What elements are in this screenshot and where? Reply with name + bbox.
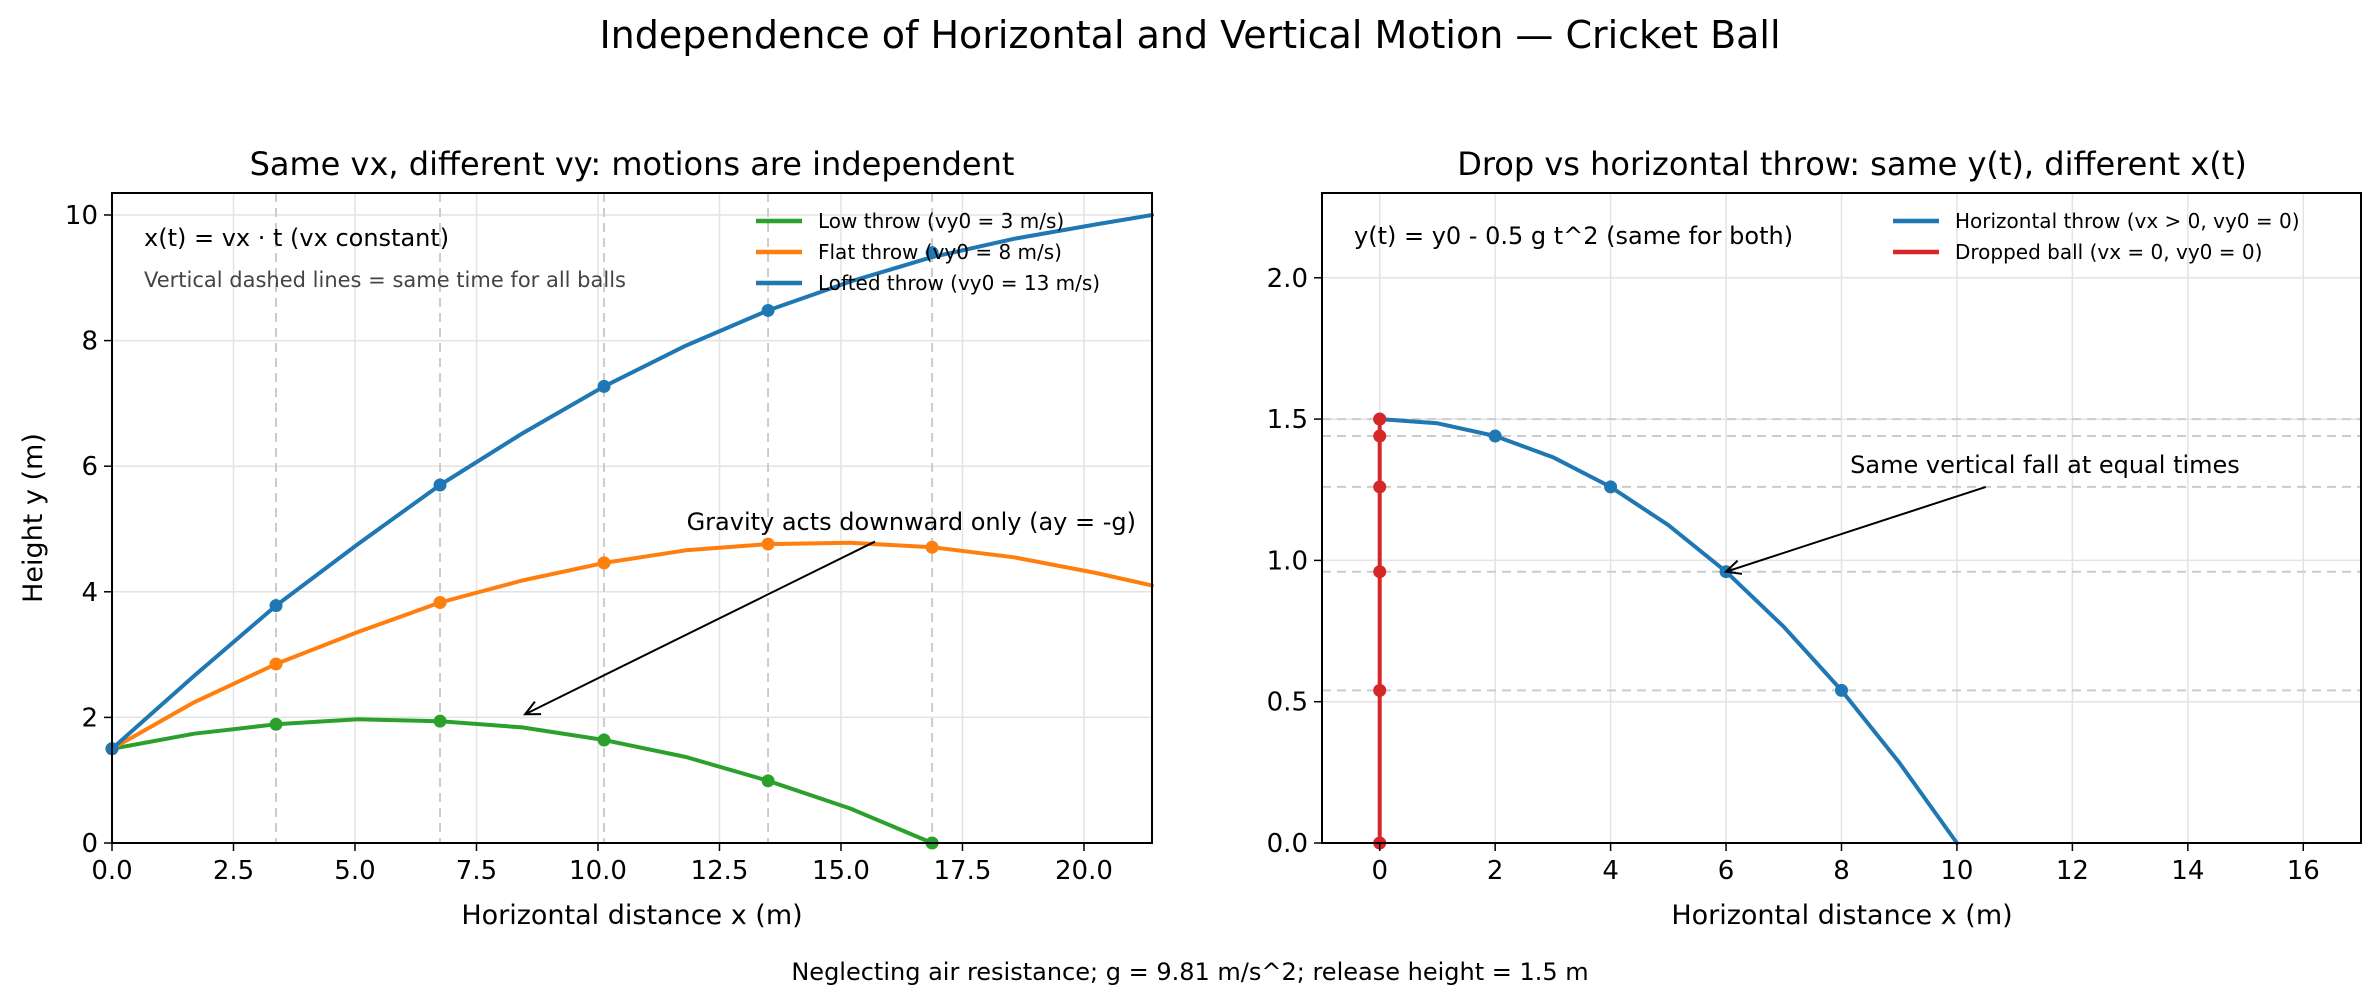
series-marker-1 bbox=[1373, 412, 1387, 426]
series-marker-1 bbox=[1373, 683, 1387, 697]
series-marker-0 bbox=[433, 714, 447, 728]
left-chart-ylabel: Height y (m) bbox=[18, 433, 49, 603]
figure-footer: Neglecting air resistance; g = 9.81 m/s^… bbox=[791, 958, 1588, 986]
y-tick-label: 2 bbox=[81, 703, 98, 733]
x-tick-label: 7.5 bbox=[456, 856, 497, 886]
series-marker-1 bbox=[269, 657, 283, 671]
x-tick-label: 2.5 bbox=[213, 856, 254, 886]
figure-suptitle: Independence of Horizontal and Vertical … bbox=[599, 13, 1780, 57]
legend-label: Flat throw (vy0 = 8 m/s) bbox=[818, 240, 1062, 264]
left-chart-guide-note: Vertical dashed lines = same time for al… bbox=[144, 268, 626, 292]
x-tick-label: 2 bbox=[1487, 856, 1504, 886]
right-chart-panel: Drop vs horizontal throw: same y(t), dif… bbox=[1267, 145, 2362, 931]
series-marker-0 bbox=[1488, 429, 1502, 443]
left-chart-formula: x(t) = vx · t (vx constant) bbox=[144, 224, 449, 252]
left-chart-gravity-arrow bbox=[524, 540, 876, 716]
x-tick-label: 5.0 bbox=[334, 856, 375, 886]
y-tick-label: 0.5 bbox=[1267, 688, 1308, 718]
series-marker-0 bbox=[1835, 683, 1848, 697]
series-marker-2 bbox=[269, 599, 283, 613]
x-tick-label: 10.0 bbox=[569, 856, 627, 886]
x-tick-label: 20.0 bbox=[1055, 856, 1113, 886]
y-tick-label: 6 bbox=[81, 452, 98, 482]
left-chart-title: Same vx, different vy: motions are indep… bbox=[250, 145, 1015, 183]
x-tick-label: 14 bbox=[2171, 856, 2204, 886]
y-tick-label: 2.0 bbox=[1267, 264, 1308, 294]
series-marker-2 bbox=[433, 478, 447, 492]
x-tick-label: 8 bbox=[1833, 856, 1850, 886]
y-tick-label: 4 bbox=[81, 578, 98, 608]
right-chart-xlabel: Horizontal distance x (m) bbox=[1671, 900, 2012, 931]
legend-label: Low throw (vy0 = 3 m/s) bbox=[818, 209, 1064, 233]
y-tick-label: 8 bbox=[81, 327, 98, 357]
right-chart-fall-arrow bbox=[1725, 485, 1987, 573]
right-chart-legend: Horizontal throw (vx > 0, vy0 = 0) Droppe… bbox=[1893, 209, 2300, 264]
series-line-0 bbox=[110, 717, 935, 845]
y-tick-label: 1.0 bbox=[1267, 546, 1308, 576]
left-chart-ticks: 0.0 2.5 5.0 7.5 10.0 12.5 15.0 17.5 20.0 0 2 4 6 8 10 bbox=[65, 201, 1113, 886]
series-marker-0 bbox=[269, 717, 283, 731]
series-line-1 bbox=[110, 540, 1154, 751]
left-chart-gravity-arrowhead bbox=[523, 701, 542, 716]
legend-label: Horizontal throw (vx > 0, vy0 = 0) bbox=[1955, 209, 2300, 233]
left-chart-legend: Low throw (vy0 = 3 m/s) Flat throw (vy0 =… bbox=[756, 209, 1100, 295]
y-tick-label: 0 bbox=[81, 829, 98, 859]
x-tick-label: 4 bbox=[1602, 856, 1619, 886]
series-marker-2 bbox=[761, 303, 775, 317]
series-marker-1 bbox=[761, 537, 775, 551]
series-marker-0 bbox=[761, 774, 775, 788]
legend-label: Lofted throw (vy0 = 13 m/s) bbox=[818, 271, 1100, 295]
series-line-0 bbox=[1377, 417, 1959, 845]
x-tick-label: 15.0 bbox=[812, 856, 870, 886]
y-tick-label: 0.0 bbox=[1267, 829, 1308, 859]
x-tick-label: 0.0 bbox=[91, 856, 132, 886]
series-marker-1 bbox=[1373, 480, 1387, 494]
series-marker-1 bbox=[1373, 429, 1387, 443]
series-marker-0 bbox=[1604, 480, 1618, 494]
series-marker-1 bbox=[597, 556, 611, 570]
x-tick-label: 6 bbox=[1718, 856, 1735, 886]
right-chart-frame bbox=[1321, 192, 2362, 844]
x-tick-label: 16 bbox=[2287, 856, 2320, 886]
right-chart-formula: y(t) = y0 - 0.5 g t^2 (same for both) bbox=[1354, 222, 1793, 250]
series-marker-0 bbox=[597, 733, 611, 747]
right-chart-grid bbox=[1322, 193, 2361, 844]
series-line-2 bbox=[110, 213, 1154, 751]
series-marker-1 bbox=[1373, 565, 1387, 579]
legend-label: Dropped ball (vx = 0, vy0 = 0) bbox=[1955, 240, 2262, 264]
right-chart-fall-arrowhead bbox=[1723, 559, 1743, 575]
left-chart-grid bbox=[111, 193, 1152, 844]
x-tick-label: 12 bbox=[2056, 856, 2089, 886]
right-chart-ticks: 0 2 4 6 8 10 12 14 16 0.0 0.5 1.0 1.5 2.0 bbox=[1267, 264, 2320, 886]
left-chart-series bbox=[105, 213, 1154, 850]
x-tick-label: 10 bbox=[1940, 856, 1973, 886]
y-tick-label: 10 bbox=[65, 201, 98, 231]
x-tick-label: 12.5 bbox=[691, 856, 749, 886]
x-tick-label: 17.5 bbox=[934, 856, 992, 886]
y-tick-label: 1.5 bbox=[1267, 405, 1308, 435]
series-marker-1 bbox=[925, 540, 939, 554]
right-chart-fall-annotation: Same vertical fall at equal times bbox=[1850, 451, 2240, 479]
left-chart-panel: Same vx, different vy: motions are indep… bbox=[18, 145, 1154, 931]
series-marker-2 bbox=[597, 379, 611, 393]
left-chart-xlabel: Horizontal distance x (m) bbox=[461, 900, 802, 931]
right-chart-title: Drop vs horizontal throw: same y(t), dif… bbox=[1457, 145, 2247, 183]
left-chart-frame bbox=[111, 192, 1153, 844]
left-chart-gravity-annotation: Gravity acts downward only (ay = -g) bbox=[687, 508, 1136, 536]
series-marker-1 bbox=[433, 595, 447, 609]
series-marker-2 bbox=[925, 246, 939, 260]
x-tick-label: 0 bbox=[1371, 856, 1388, 886]
